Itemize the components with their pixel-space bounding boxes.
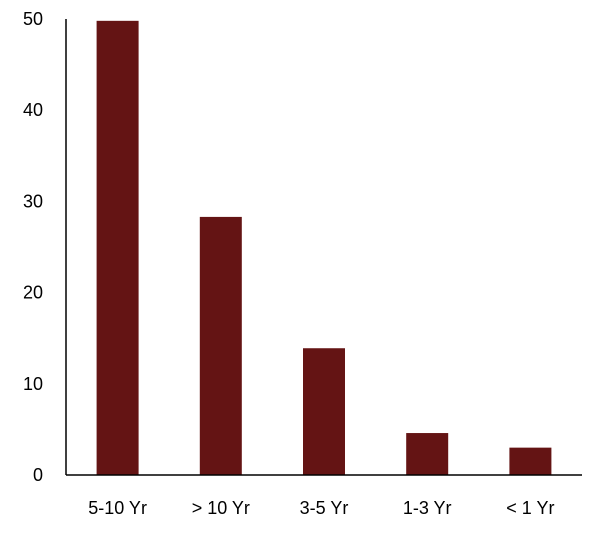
y-tick-label: 50 xyxy=(23,9,43,29)
x-category-label: 1-3 Yr xyxy=(403,498,452,518)
bars-group xyxy=(96,20,552,476)
y-tick-label: 30 xyxy=(23,191,43,211)
y-tick-label: 40 xyxy=(23,100,43,120)
bar xyxy=(509,447,552,475)
x-category-label: 5-10 Yr xyxy=(88,498,147,518)
bar xyxy=(303,348,345,475)
x-category-label: > 10 Yr xyxy=(192,498,250,518)
y-tick-label: 0 xyxy=(33,465,43,485)
x-category-label: < 1 Yr xyxy=(506,498,554,518)
y-tick-label: 20 xyxy=(23,283,43,303)
x-category-labels: 5-10 Yr > 10 Yr 3-5 Yr 1-3 Yr < 1 Yr xyxy=(88,498,554,518)
bar xyxy=(406,433,449,475)
bar xyxy=(199,216,242,476)
bar xyxy=(96,20,139,475)
y-tick-labels: 0 10 20 30 40 50 xyxy=(23,9,43,485)
x-category-label: 3-5 Yr xyxy=(300,498,349,518)
y-tick-label: 10 xyxy=(23,374,43,394)
